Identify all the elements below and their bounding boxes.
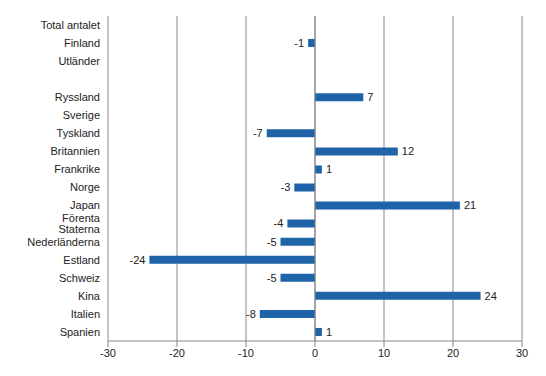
svg-text:21: 21 [464, 199, 476, 211]
svg-text:-5: -5 [267, 236, 277, 248]
svg-text:Utländer: Utländer [58, 55, 100, 67]
svg-text:0: 0 [312, 347, 318, 359]
svg-text:-30: -30 [100, 347, 116, 359]
svg-text:Finland: Finland [64, 37, 100, 49]
svg-text:Kina: Kina [78, 290, 101, 302]
svg-text:Britannien: Britannien [50, 145, 100, 157]
svg-text:Norge: Norge [70, 181, 100, 193]
svg-text:-20: -20 [169, 347, 185, 359]
svg-text:10: 10 [378, 347, 390, 359]
svg-text:1: 1 [326, 163, 332, 175]
svg-text:7: 7 [367, 91, 373, 103]
svg-text:1: 1 [326, 326, 332, 338]
svg-text:-8: -8 [246, 308, 256, 320]
svg-text:-3: -3 [281, 181, 291, 193]
svg-text:Ryssland: Ryssland [55, 91, 100, 103]
svg-text:20: 20 [447, 347, 459, 359]
svg-text:Schweiz: Schweiz [59, 272, 100, 284]
svg-text:30: 30 [516, 347, 528, 359]
svg-text:FörentaStaterna: FörentaStaterna [58, 212, 100, 235]
svg-text:Tyskland: Tyskland [57, 127, 100, 139]
svg-text:Nederländerna: Nederländerna [27, 236, 101, 248]
svg-text:Sverige: Sverige [63, 109, 100, 121]
svg-text:Japan: Japan [70, 199, 100, 211]
svg-text:-24: -24 [129, 254, 145, 266]
svg-text:12: 12 [402, 145, 414, 157]
svg-text:-10: -10 [238, 347, 254, 359]
svg-text:-5: -5 [267, 272, 277, 284]
svg-text:Total antalet: Total antalet [41, 19, 100, 31]
svg-text:-4: -4 [274, 217, 284, 229]
svg-text:Italien: Italien [71, 308, 100, 320]
svg-text:Frankrike: Frankrike [54, 163, 100, 175]
svg-text:Spanien: Spanien [60, 326, 100, 338]
svg-text:24: 24 [485, 290, 497, 302]
svg-text:-7: -7 [253, 127, 263, 139]
svg-text:-1: -1 [294, 37, 304, 49]
svg-text:Estland: Estland [63, 254, 100, 266]
